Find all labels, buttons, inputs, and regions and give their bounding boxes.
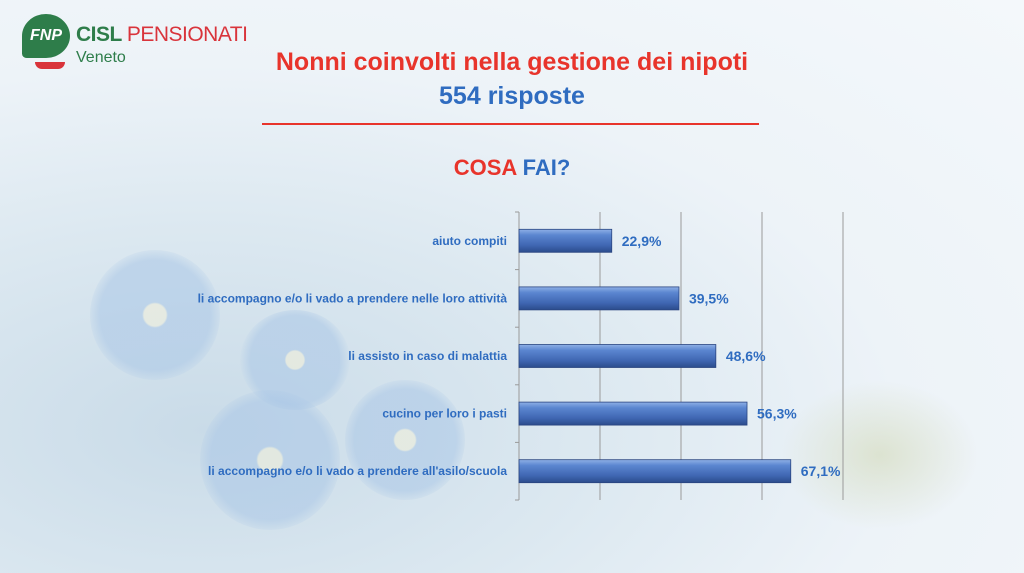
logo-region: Veneto: [76, 49, 126, 66]
bar: [518, 459, 792, 484]
logo-name: CISL PENSIONATI: [76, 23, 248, 47]
data-label: 67,1%: [801, 463, 841, 479]
bar: [518, 344, 717, 368]
data-label: 56,3%: [757, 406, 797, 422]
logo: FNP CISL PENSIONATI Veneto: [22, 14, 262, 74]
logo-fnp-badge: FNP: [22, 14, 70, 58]
page-subtitle: 554 risposte: [439, 82, 585, 110]
question-part2: FAI?: [522, 155, 571, 180]
question-part1: COSA: [453, 155, 517, 180]
page-title: Nonni coinvolti nella gestione dei nipot…: [275, 48, 749, 76]
bar: [518, 228, 613, 253]
logo-cisl: CISL: [76, 23, 122, 46]
data-label: 39,5%: [689, 290, 729, 306]
category-label: li assisto in caso di malattia: [348, 349, 507, 363]
bar: [518, 401, 748, 426]
title-divider: [262, 123, 759, 125]
background-flower: [345, 380, 465, 500]
background-leaf: [780, 380, 980, 530]
data-label: 48,6%: [726, 348, 766, 364]
bar: [518, 286, 680, 311]
background-flower: [200, 390, 340, 530]
category-label: aiuto compiti: [432, 234, 507, 248]
logo-pensionati: PENSIONATI: [126, 23, 248, 46]
logo-swoosh: [35, 62, 65, 69]
data-label: 22,9%: [622, 233, 662, 249]
question-heading: COSA FAI?: [0, 155, 1024, 181]
background-flower: [90, 250, 220, 380]
category-label: li accompagno e/o li vado a prendere nel…: [198, 291, 508, 305]
category-label: li accompagno e/o li vado a prendere all…: [208, 464, 507, 478]
category-label: cucino per loro i pasti: [382, 407, 507, 421]
background-flower: [240, 310, 350, 410]
